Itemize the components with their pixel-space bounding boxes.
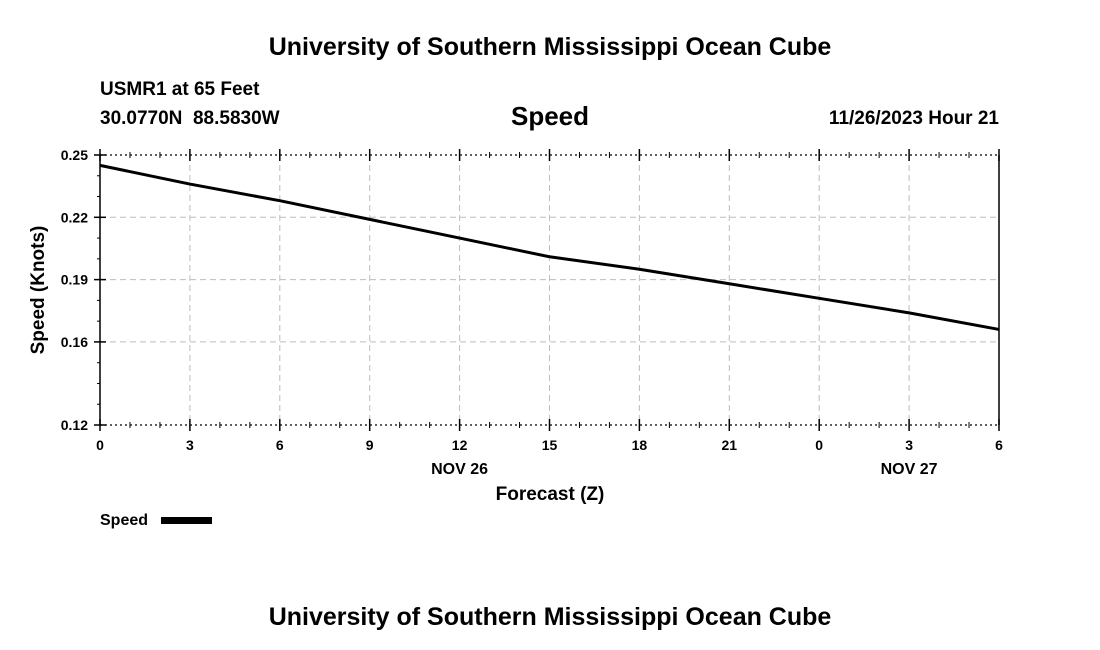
x-tick-label: 0 [96, 437, 104, 453]
x-axis-label: Forecast (Z) [496, 484, 605, 505]
y-axis: 0.12 0.16 0.19 0.22 0.25 [61, 147, 106, 433]
x-date-label: NOV 26 [431, 461, 488, 478]
x-tick-label: 21 [722, 437, 738, 453]
x-tick-label: 6 [995, 437, 1003, 453]
x-tick-label: 18 [632, 437, 648, 453]
legend-label: Speed [100, 512, 148, 529]
y-tick-label: 0.19 [61, 272, 88, 288]
y-tick-label: 0.16 [61, 334, 88, 350]
grid-lines [100, 154, 999, 426]
footer-title: University of Southern Mississippi Ocean… [269, 603, 832, 631]
x-tick-label: 3 [905, 437, 913, 453]
y-tick-label: 0.22 [61, 209, 88, 225]
x-tick-label: 9 [366, 437, 374, 453]
main-title: University of Southern Mississippi Ocean… [269, 33, 832, 61]
coordinates-label: 30.0770N 88.5830W [100, 108, 280, 129]
x-tick-label: 15 [542, 437, 558, 453]
y-tick-label: 0.12 [61, 417, 88, 433]
plot-frame [99, 155, 1000, 425]
station-label: USMR1 at 65 Feet [100, 79, 260, 100]
x-tick-label: 12 [452, 437, 468, 453]
y-tick-label: 0.25 [61, 147, 88, 163]
y-axis-label: Speed (Knots) [28, 226, 49, 355]
series-lines [99, 163, 1000, 331]
legend: Speed [100, 512, 212, 529]
x-tick-label: 6 [276, 437, 284, 453]
timestamp-label: 11/26/2023 Hour 21 [829, 108, 999, 129]
x-tick-label: 0 [815, 437, 823, 453]
legend-swatch [161, 517, 212, 524]
x-date-label: NOV 27 [881, 461, 938, 478]
chart-subtitle: Speed [511, 101, 589, 131]
x-tick-label: 3 [186, 437, 194, 453]
